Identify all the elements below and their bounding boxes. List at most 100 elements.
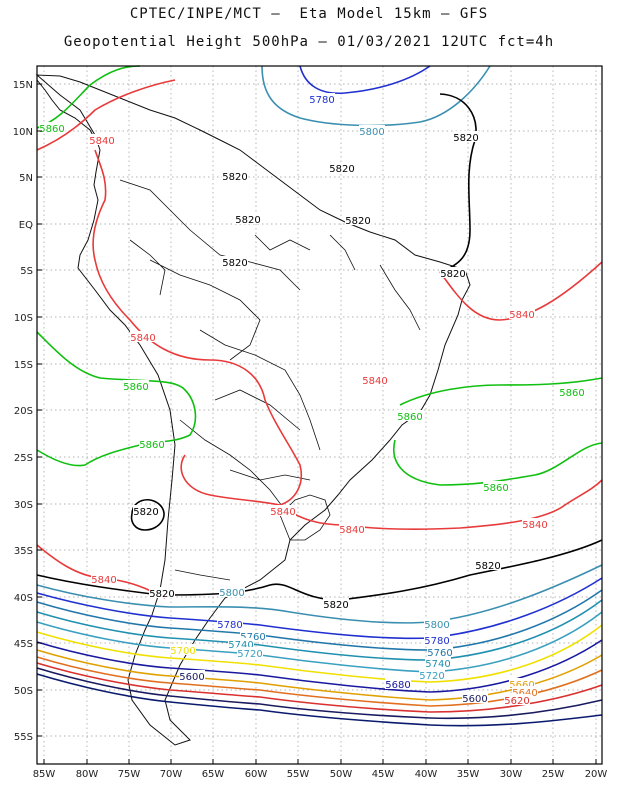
contour-label: 5640 [512,688,537,699]
contour-label: 5820 [235,215,260,226]
contour-line [261,65,491,127]
contour-line [36,624,603,683]
contour-label: 5800 [219,588,244,599]
contour-label: 5820 [222,172,247,183]
contour-line [36,673,603,727]
contour-label: 5820 [323,600,348,611]
contour-label: 5780 [309,95,334,106]
contour-label: 5760 [240,632,265,643]
lat-tick-label: 15S [14,360,33,371]
contour-lines [36,65,603,727]
contour-label: 5840 [509,310,534,321]
contour-label: 5740 [228,640,253,651]
contour-labels: 5780 5800 5860 5840 5820 5820 5820 5820 5820 5820… [39,93,585,707]
lon-tick-label: 40W [415,769,438,780]
border-lines [119,179,421,581]
lat-tick-label: 10S [14,313,33,324]
lat-tick-label: 5N [19,173,33,184]
lon-tick-label: 85W [33,769,56,780]
contour-line [299,65,431,94]
contour-label: 5820 [222,258,247,269]
lon-tick-label: 55W [287,769,310,780]
lat-tick-label: 40S [14,593,33,604]
contour-label: 5800 [359,127,384,138]
lon-tick-label: 25W [542,769,565,780]
contour-line [36,79,302,506]
contour-label: 5780 [217,620,242,631]
contour-label: 5680 [385,680,410,691]
contour-label: 5840 [130,333,155,344]
lat-tick-label: 35S [14,546,33,557]
contour-line [279,479,603,531]
contour-label: 5660 [509,680,534,691]
contour-label: 5600 [179,672,204,683]
lat-tick-label: EQ [19,220,33,231]
contour-label: 5820 [345,216,370,227]
lon-tick-label: 75W [118,769,141,780]
contour-line [130,498,165,531]
contour-label: 5780 [424,636,449,647]
lat-tick-label: 50S [14,686,33,697]
map-title: CPTEC/INPE/MCT – Eta Model 15km – GFS [129,6,489,22]
contour-line [36,639,603,693]
longitude-axis: 85W 80W 75W 70W 65W 60W 55W 50W 45W 40W 35W 30W 25W 2… [33,759,608,780]
contour-label: 5820 [453,133,478,144]
rio-de-la-plata [279,494,331,541]
contour-label: 5820 [133,507,158,518]
lat-tick-label: 10N [13,127,33,138]
contour-line [36,65,141,129]
lon-tick-label: 60W [245,769,268,780]
contour-label: 5820 [475,561,500,572]
contour-label: 5720 [237,649,262,660]
lat-tick-label: 5S [20,266,33,277]
contour-line [36,577,603,640]
lat-tick-label: 20S [14,406,33,417]
lat-tick-label: 30S [14,500,33,511]
contour-line [36,589,603,651]
lon-tick-label: 45W [372,769,395,780]
lon-tick-label: 35W [457,769,480,780]
contour-line [439,261,603,321]
contour-label: 5800 [424,620,449,631]
lat-tick-label: 15N [13,80,33,91]
contour-label: 5860 [559,388,584,399]
contour-line [36,662,603,713]
contour-label: 5840 [339,525,364,536]
latitude-axis: 15N 10N 5N EQ 5S 10S 15S 20S 25S 30S 35S 40S 45S 50S 5… [13,80,42,743]
contour-label: 5840 [89,136,114,147]
contour-label: 5820 [329,164,354,175]
contour-label: 5740 [425,659,450,670]
contour-label: 5860 [39,124,64,135]
contour-line [36,539,603,601]
contour-label: 5600 [462,694,487,705]
lat-tick-label: 55S [14,732,33,743]
contour-label: 5620 [504,696,529,707]
coastline-central-america [36,79,99,146]
lon-tick-label: 20W [585,769,608,780]
map-frame [36,65,603,765]
lat-tick-label: 45S [14,639,33,650]
contour-label: 5720 [419,671,444,682]
contour-label: 5860 [397,412,422,423]
contour-label: 5860 [139,440,164,451]
lon-tick-label: 80W [76,769,99,780]
lon-tick-label: 30W [500,769,523,780]
contour-label: 5700 [170,646,195,657]
contour-line [36,649,603,701]
lon-tick-label: 70W [160,769,183,780]
contour-line [36,667,603,720]
contour-label: 5820 [440,269,465,280]
contour-label: 5820 [149,589,174,600]
contour-label: 5840 [91,575,116,586]
contour-line [36,611,603,673]
map-subtitle: Geopotential Height 500hPa – 01/03/2021 … [63,34,555,50]
contour-label: 5840 [270,507,295,518]
lon-tick-label: 65W [202,769,225,780]
contour-line [36,564,603,624]
contour-label: 5860 [483,483,508,494]
contour-line [399,377,603,406]
contour-line [36,599,603,661]
contour-label: 5860 [123,382,148,393]
lat-tick-label: 25S [14,453,33,464]
